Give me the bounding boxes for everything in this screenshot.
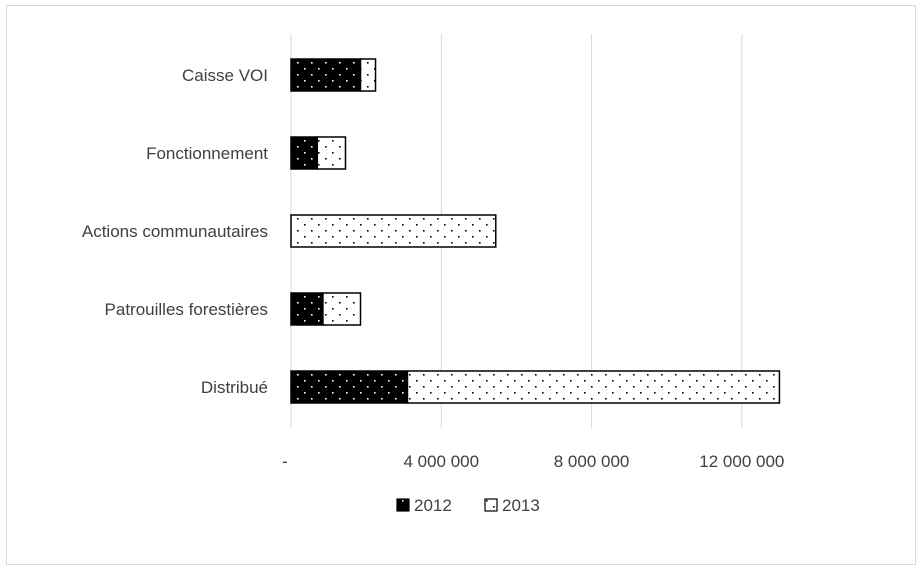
legend-swatch-2012 [396,498,410,512]
x-tick-label: 12 000 000 [699,452,784,471]
bar-2013 [290,214,497,248]
bar-2013 [316,136,347,170]
bar-2013 [322,292,362,326]
category-label: Actions communautaires [82,222,268,241]
legend: 2012 2013 [396,496,540,515]
category-label: Caisse VOI [182,66,268,85]
legend-label: 2012 [414,496,452,515]
category-labels: Distribué Patrouilles forestières Actions … [82,66,268,397]
bar-2013 [406,370,781,404]
bar-chart: Distribué Patrouilles forestières Actions … [82,34,784,515]
bar-2012 [290,292,324,326]
category-label: Fonctionnement [146,144,268,163]
category-label: Distribué [201,378,268,397]
category-label: Patrouilles forestières [105,300,268,319]
bar-2012 [290,136,319,170]
x-tick-label: 4 000 000 [403,452,479,471]
bars [290,58,781,404]
legend-swatch-2013 [484,498,498,512]
bar-2012 [290,370,409,404]
bar-2012 [290,58,362,92]
bar-2013 [359,58,377,92]
x-tick-label: 8 000 000 [554,452,630,471]
legend-label: 2013 [502,496,540,515]
x-axis-tick-labels: - 4 000 000 8 000 000 12 000 000 [282,452,784,471]
x-tick-label: - [282,452,288,471]
